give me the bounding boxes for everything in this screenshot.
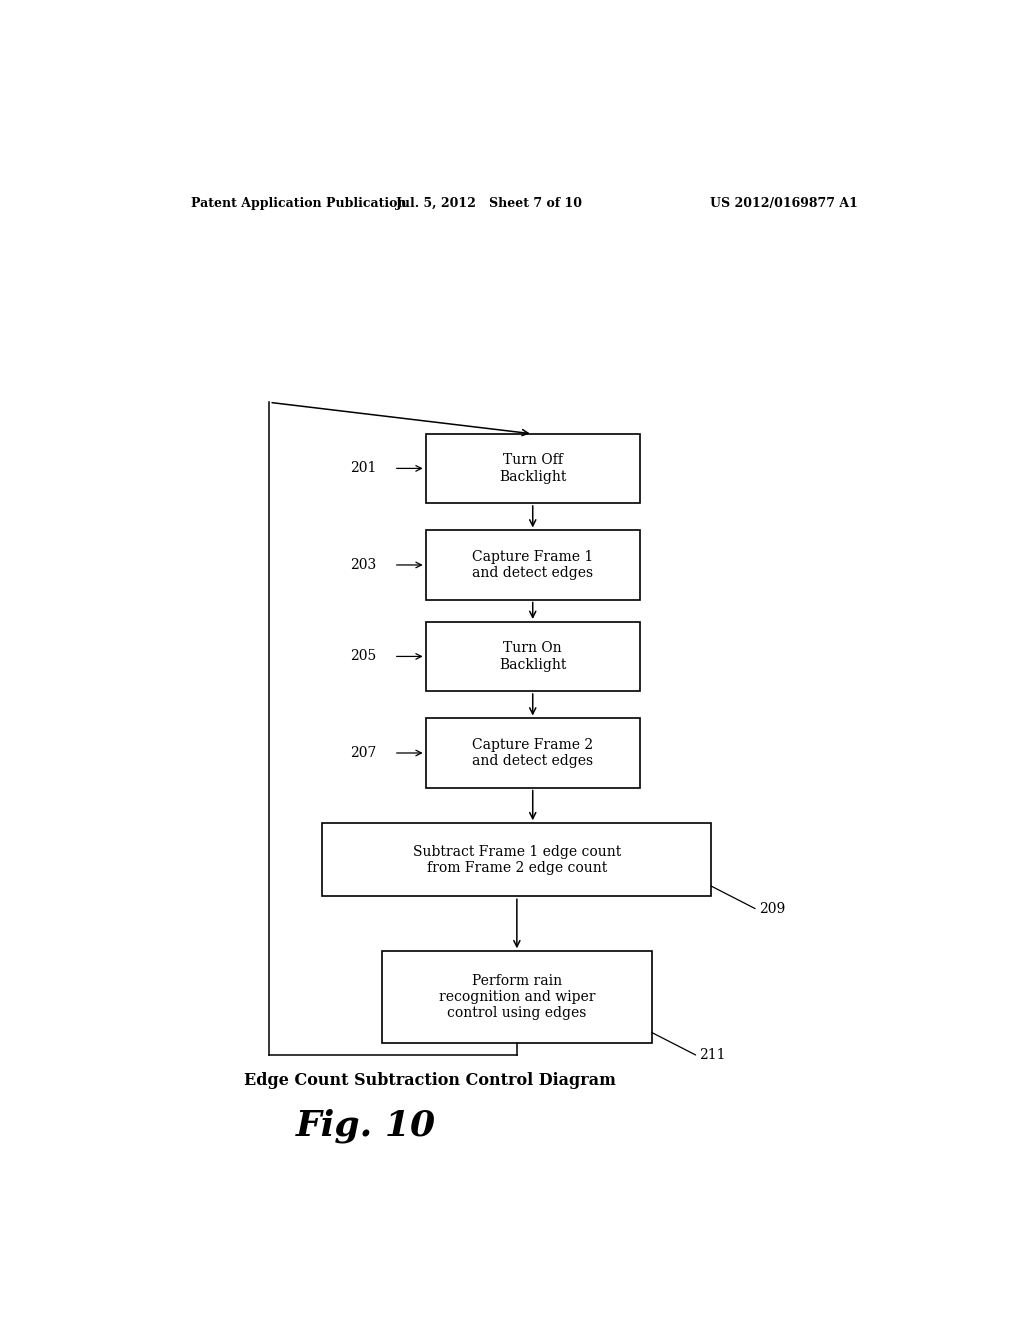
- Bar: [426, 434, 640, 503]
- Text: 207: 207: [350, 746, 377, 760]
- Bar: [426, 718, 640, 788]
- Bar: [426, 531, 640, 599]
- Text: Patent Application Publication: Patent Application Publication: [191, 197, 407, 210]
- Text: Capture Frame 1
and detect edges: Capture Frame 1 and detect edges: [472, 550, 593, 579]
- Bar: [323, 824, 712, 896]
- Text: Edge Count Subtraction Control Diagram: Edge Count Subtraction Control Diagram: [244, 1072, 615, 1089]
- Text: Fig. 10: Fig. 10: [296, 1109, 436, 1143]
- Text: Perform rain
recognition and wiper
control using edges: Perform rain recognition and wiper contr…: [438, 974, 595, 1020]
- Bar: [382, 952, 651, 1043]
- Text: Turn Off
Backlight: Turn Off Backlight: [499, 453, 566, 483]
- Text: Capture Frame 2
and detect edges: Capture Frame 2 and detect edges: [472, 738, 593, 768]
- Text: 209: 209: [759, 902, 785, 916]
- Text: 205: 205: [350, 649, 377, 664]
- Text: Subtract Frame 1 edge count
from Frame 2 edge count: Subtract Frame 1 edge count from Frame 2…: [413, 845, 621, 875]
- Text: 203: 203: [350, 558, 377, 572]
- Text: Jul. 5, 2012   Sheet 7 of 10: Jul. 5, 2012 Sheet 7 of 10: [395, 197, 583, 210]
- Text: Turn On
Backlight: Turn On Backlight: [499, 642, 566, 672]
- Text: 201: 201: [350, 462, 377, 475]
- Text: 211: 211: [699, 1048, 726, 1061]
- Bar: [426, 622, 640, 690]
- Text: US 2012/0169877 A1: US 2012/0169877 A1: [711, 197, 858, 210]
